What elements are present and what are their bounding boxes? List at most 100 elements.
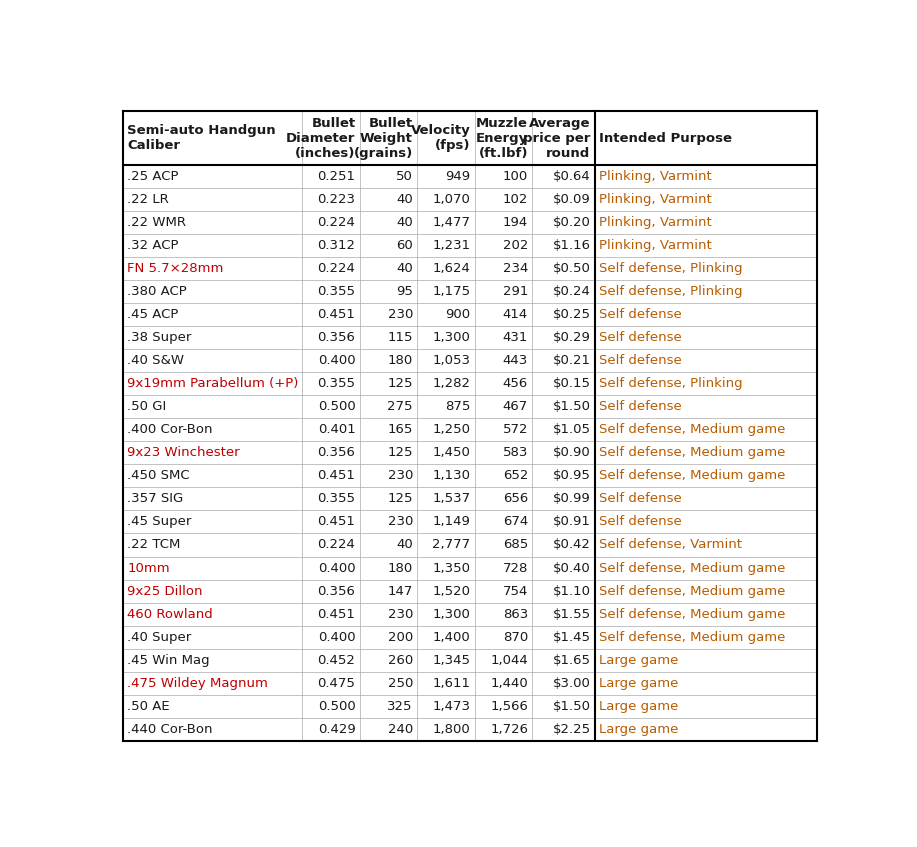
Bar bbox=[123, 211, 302, 234]
Text: Self defense: Self defense bbox=[599, 354, 682, 368]
Bar bbox=[475, 649, 533, 672]
Text: 460 Rowland: 460 Rowland bbox=[127, 607, 213, 621]
Text: 0.312: 0.312 bbox=[317, 239, 356, 252]
Text: Self defense: Self defense bbox=[599, 308, 682, 321]
Bar bbox=[123, 165, 302, 188]
Bar bbox=[475, 672, 533, 695]
Text: 0.223: 0.223 bbox=[317, 193, 356, 206]
Bar bbox=[302, 626, 359, 649]
Text: Plinking, Varmint: Plinking, Varmint bbox=[599, 170, 712, 183]
Bar bbox=[595, 234, 817, 257]
Bar bbox=[417, 326, 475, 349]
Text: $1.10: $1.10 bbox=[553, 584, 591, 597]
Bar bbox=[359, 695, 417, 717]
Bar bbox=[123, 326, 302, 349]
Text: 0.224: 0.224 bbox=[317, 262, 356, 275]
Bar bbox=[595, 257, 817, 280]
Bar bbox=[595, 441, 817, 464]
Text: 60: 60 bbox=[396, 239, 413, 252]
Text: 1,130: 1,130 bbox=[433, 469, 470, 483]
Text: 9x23 Winchester: 9x23 Winchester bbox=[127, 446, 240, 459]
Bar bbox=[302, 418, 359, 441]
Text: .50 AE: .50 AE bbox=[127, 700, 170, 712]
Bar bbox=[359, 626, 417, 649]
Bar bbox=[123, 234, 302, 257]
Text: 674: 674 bbox=[503, 516, 528, 529]
Bar bbox=[359, 165, 417, 188]
Text: 1,440: 1,440 bbox=[491, 677, 528, 689]
Bar bbox=[533, 487, 595, 511]
Text: 656: 656 bbox=[503, 492, 528, 506]
Text: 250: 250 bbox=[388, 677, 413, 689]
Text: Self defense, Medium game: Self defense, Medium game bbox=[599, 424, 786, 436]
Text: 1,400: 1,400 bbox=[433, 631, 470, 644]
Text: 0.400: 0.400 bbox=[318, 631, 356, 644]
Bar bbox=[123, 396, 302, 418]
Text: Velocity
(fps): Velocity (fps) bbox=[411, 125, 470, 152]
Text: 875: 875 bbox=[445, 401, 470, 413]
Text: 0.224: 0.224 bbox=[317, 539, 356, 551]
Bar bbox=[595, 602, 817, 626]
Bar bbox=[417, 534, 475, 556]
Bar bbox=[359, 556, 417, 579]
Text: 100: 100 bbox=[503, 170, 528, 183]
Bar bbox=[417, 303, 475, 326]
Bar bbox=[123, 372, 302, 396]
Text: 754: 754 bbox=[503, 584, 528, 597]
Text: Self defense, Medium game: Self defense, Medium game bbox=[599, 469, 786, 483]
Text: $1.65: $1.65 bbox=[553, 654, 591, 667]
Text: 9x19mm Parabellum (+P): 9x19mm Parabellum (+P) bbox=[127, 377, 299, 390]
Bar bbox=[595, 534, 817, 556]
Text: 9x25 Dillon: 9x25 Dillon bbox=[127, 584, 203, 597]
Text: Bullet
Weight
(grains): Bullet Weight (grains) bbox=[354, 117, 413, 160]
Text: 230: 230 bbox=[388, 516, 413, 529]
Bar bbox=[595, 511, 817, 534]
Bar bbox=[533, 280, 595, 303]
Text: 467: 467 bbox=[503, 401, 528, 413]
Bar bbox=[595, 695, 817, 717]
Text: 125: 125 bbox=[388, 492, 413, 506]
Bar bbox=[533, 165, 595, 188]
Bar bbox=[533, 326, 595, 349]
Text: 234: 234 bbox=[503, 262, 528, 275]
Text: Plinking, Varmint: Plinking, Varmint bbox=[599, 239, 712, 252]
Text: .22 LR: .22 LR bbox=[127, 193, 169, 206]
Text: $0.95: $0.95 bbox=[553, 469, 591, 483]
Text: $0.15: $0.15 bbox=[553, 377, 591, 390]
Bar bbox=[533, 303, 595, 326]
Text: .45 Win Mag: .45 Win Mag bbox=[127, 654, 210, 667]
Bar bbox=[123, 626, 302, 649]
Text: .22 WMR: .22 WMR bbox=[127, 216, 186, 229]
Text: 0.451: 0.451 bbox=[317, 607, 356, 621]
Bar bbox=[533, 188, 595, 211]
Bar bbox=[302, 717, 359, 741]
Text: .25 ACP: .25 ACP bbox=[127, 170, 179, 183]
Text: .450 SMC: .450 SMC bbox=[127, 469, 190, 483]
Text: 1,566: 1,566 bbox=[491, 700, 528, 712]
Text: .32 ACP: .32 ACP bbox=[127, 239, 179, 252]
Bar bbox=[359, 188, 417, 211]
Bar bbox=[123, 717, 302, 741]
Text: Muzzle
Energy
(ft.lbf): Muzzle Energy (ft.lbf) bbox=[476, 117, 528, 160]
Text: 414: 414 bbox=[503, 308, 528, 321]
Bar bbox=[475, 579, 533, 602]
Text: 275: 275 bbox=[388, 401, 413, 413]
Bar bbox=[359, 487, 417, 511]
Bar bbox=[475, 626, 533, 649]
Text: .440 Cor-Bon: .440 Cor-Bon bbox=[127, 722, 213, 736]
Bar bbox=[302, 234, 359, 257]
Text: 125: 125 bbox=[388, 446, 413, 459]
Bar bbox=[475, 487, 533, 511]
Bar bbox=[417, 188, 475, 211]
Text: $0.42: $0.42 bbox=[553, 539, 591, 551]
Bar bbox=[595, 303, 817, 326]
Text: 40: 40 bbox=[396, 262, 413, 275]
Text: $1.50: $1.50 bbox=[553, 401, 591, 413]
Bar bbox=[302, 556, 359, 579]
Text: Self defense: Self defense bbox=[599, 401, 682, 413]
Bar bbox=[359, 418, 417, 441]
Text: .40 S&W: .40 S&W bbox=[127, 354, 184, 368]
Text: 456: 456 bbox=[503, 377, 528, 390]
Bar bbox=[302, 511, 359, 534]
Bar bbox=[533, 257, 595, 280]
